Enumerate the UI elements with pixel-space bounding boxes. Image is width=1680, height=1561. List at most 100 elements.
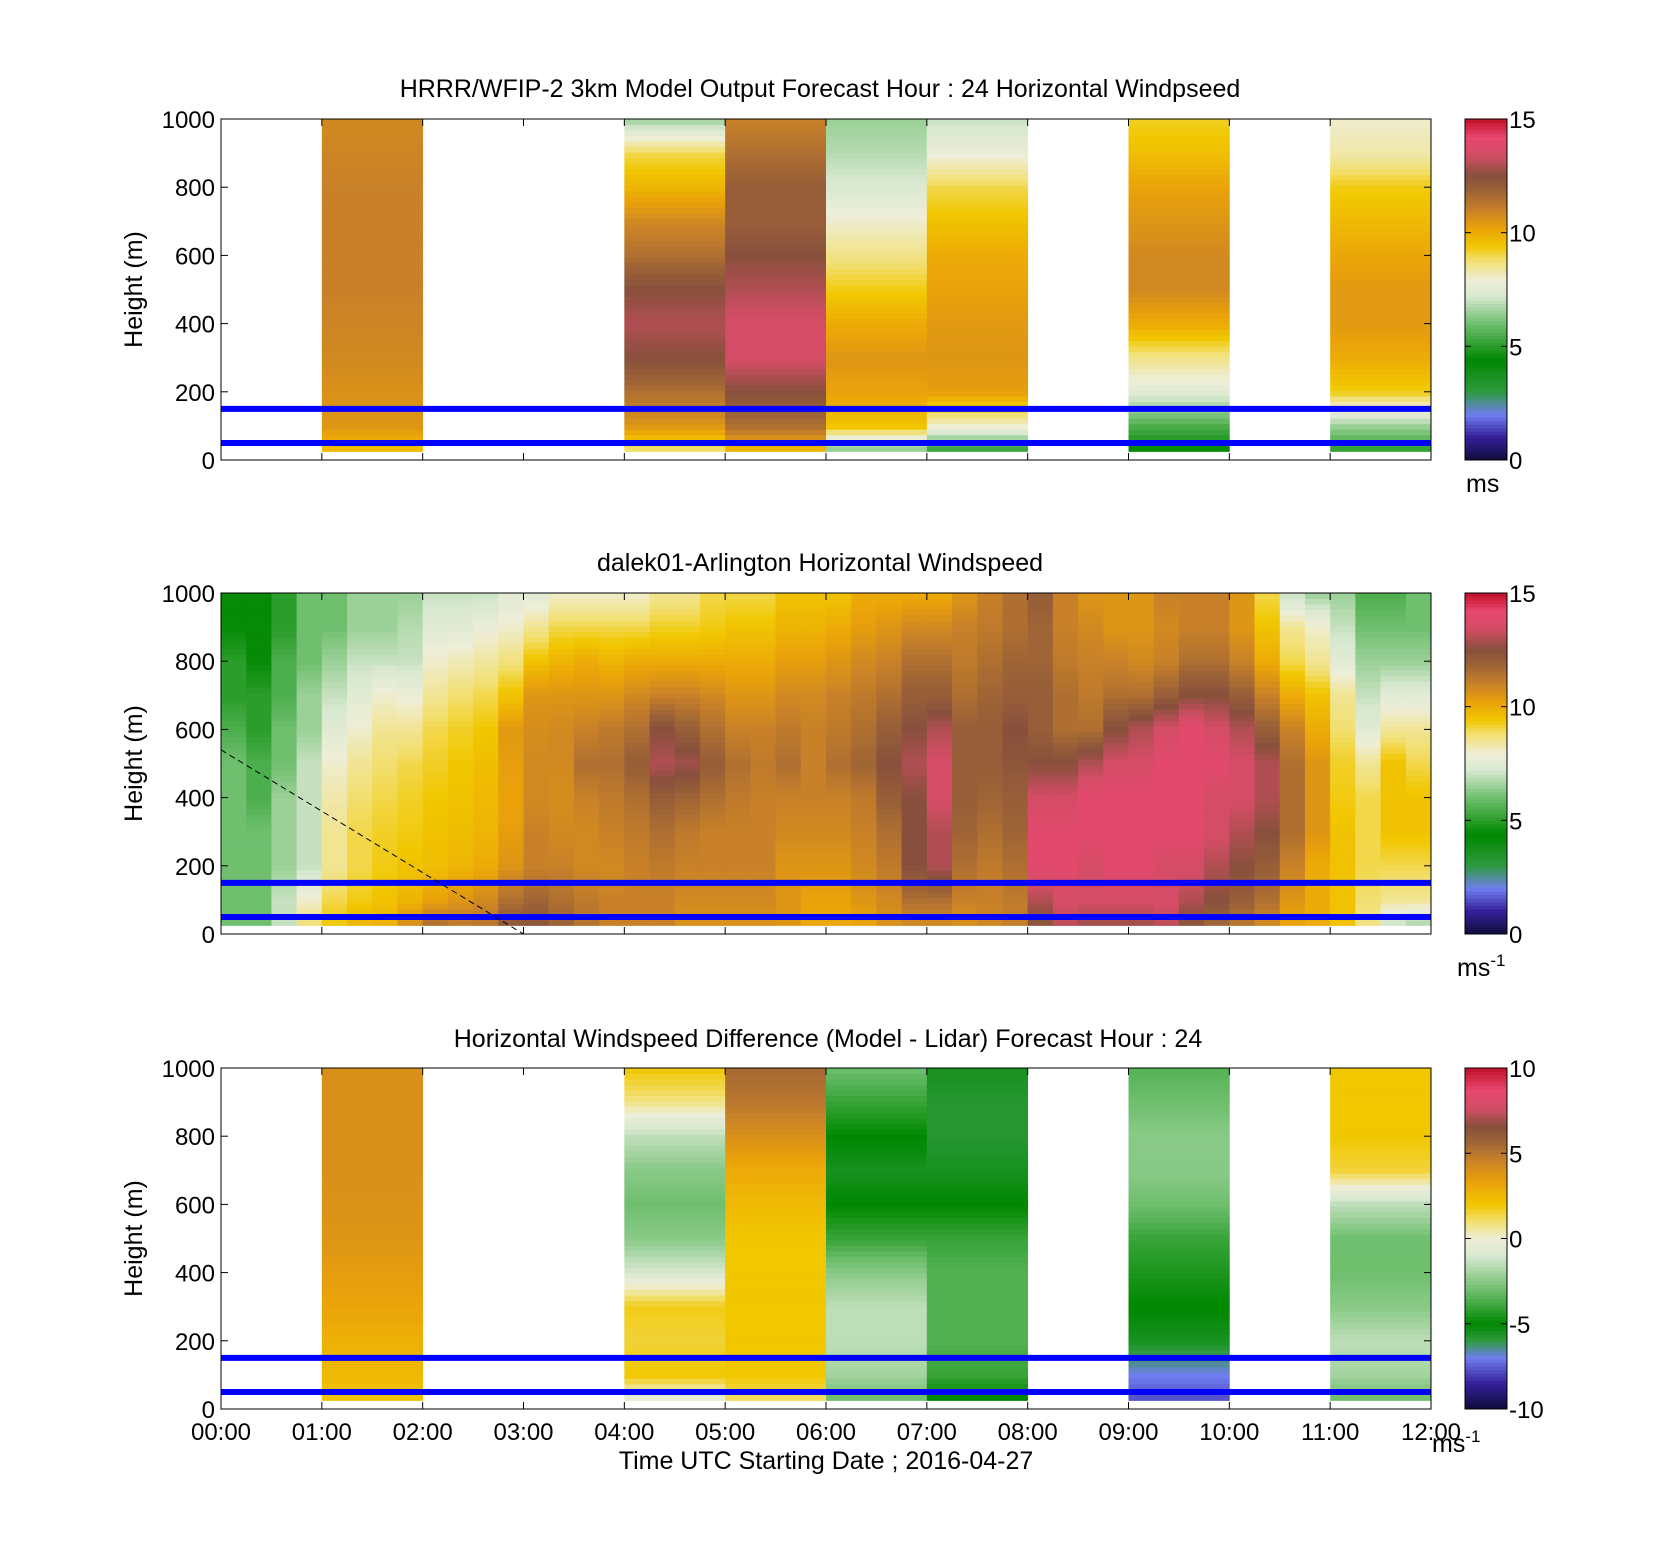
heatmap-cell <box>1052 664 1079 671</box>
heatmap-cell <box>1380 592 1407 599</box>
heatmap-cell <box>851 830 877 838</box>
heatmap-cell <box>1380 659 1407 666</box>
heatmap-cell <box>649 614 676 622</box>
heatmap-cell <box>1405 664 1432 671</box>
heatmap-cell <box>725 140 827 148</box>
heatmap-cell <box>826 395 928 402</box>
heatmap-cell <box>750 620 776 627</box>
heatmap-cell <box>321 1372 424 1379</box>
heatmap-cell <box>775 797 802 804</box>
heatmap-cell <box>447 670 474 677</box>
heatmap-cell <box>624 1239 726 1246</box>
heatmap-cell <box>725 445 827 452</box>
heatmap-cell <box>347 664 373 671</box>
heatmap-cell <box>952 620 978 627</box>
heatmap-cell <box>1052 670 1079 677</box>
heatmap-cell <box>1027 642 1054 649</box>
heatmap-cell <box>599 708 625 716</box>
heatmap-cell <box>1330 257 1432 264</box>
heatmap-cell <box>1355 819 1381 827</box>
heatmap-cell <box>725 1183 827 1191</box>
heatmap-cell <box>926 207 1029 214</box>
heatmap-cell <box>624 257 726 264</box>
heatmap-cell <box>372 614 398 622</box>
heatmap-cell <box>1128 135 1230 142</box>
heatmap-cell <box>1229 797 1255 804</box>
colorbar-swatch <box>1465 844 1507 850</box>
colorbar-swatch <box>1465 759 1507 764</box>
heatmap-cell <box>826 1350 928 1357</box>
heatmap-cell <box>1204 681 1230 688</box>
heatmap-cell <box>296 720 323 727</box>
heatmap-cell <box>321 367 424 375</box>
panel-lidar-colorbar-unit: ms-1 <box>1457 951 1505 982</box>
heatmap-cell <box>901 686 928 694</box>
heatmap-cell <box>321 1195 424 1202</box>
heatmap-cell <box>1153 853 1180 860</box>
heatmap-cell <box>1204 830 1230 838</box>
heatmap-cell <box>1052 908 1079 915</box>
heatmap-cell <box>725 747 751 755</box>
heatmap-cell <box>800 625 827 633</box>
heatmap-cell <box>1330 268 1432 275</box>
heatmap-cell <box>1128 1167 1230 1174</box>
heatmap-cell <box>1330 1294 1432 1302</box>
heatmap-cell <box>1103 670 1129 677</box>
heatmap-cell <box>977 908 1003 915</box>
heatmap-cell <box>1330 445 1432 452</box>
heatmap-cell <box>1002 775 1029 782</box>
heatmap-cell <box>321 1256 424 1263</box>
heatmap-cell <box>826 781 852 788</box>
heatmap-cell <box>523 731 550 738</box>
heatmap-cell <box>725 307 827 314</box>
heatmap-cell <box>397 598 424 605</box>
heatmap-cell <box>1153 714 1180 721</box>
heatmap-cell <box>473 858 499 865</box>
heatmap-cell <box>775 853 802 860</box>
heatmap-cell <box>876 830 903 838</box>
heatmap-cell <box>221 686 247 694</box>
heatmap-cell <box>599 803 625 810</box>
heatmap-cell <box>347 720 373 727</box>
heatmap-cell <box>271 847 298 854</box>
heatmap-cell <box>1304 819 1331 827</box>
heatmap-cell <box>674 841 701 849</box>
heatmap-cell <box>1279 858 1306 865</box>
heatmap-cell <box>473 836 499 843</box>
heatmap-cell <box>952 853 978 860</box>
heatmap-cell <box>1279 614 1306 622</box>
heatmap-cell <box>1128 1272 1230 1279</box>
heatmap-cell <box>1355 714 1381 721</box>
colorbar-swatch <box>1465 207 1507 212</box>
heatmap-cell <box>1027 747 1054 755</box>
heatmap-cell <box>221 681 247 688</box>
heatmap-cell <box>977 797 1003 804</box>
heatmap-cell <box>1330 1328 1432 1335</box>
heatmap-cell <box>725 847 751 854</box>
heatmap-cell <box>725 1300 827 1307</box>
colorbar-swatch <box>1465 773 1507 779</box>
heatmap-cell <box>1330 775 1356 782</box>
heatmap-cell <box>926 775 953 782</box>
heatmap-cell <box>1330 417 1432 425</box>
heatmap-cell <box>1128 367 1230 375</box>
heatmap-cell <box>447 753 474 760</box>
panel-difference-title: Horizontal Windspeed Difference (Model -… <box>454 1025 1203 1053</box>
heatmap-cell <box>1330 334 1432 342</box>
heatmap-cell <box>926 725 953 732</box>
colorbar-swatch <box>1465 246 1507 251</box>
heatmap-cell <box>372 841 398 849</box>
heatmap-cell <box>1178 864 1205 871</box>
heatmap-cell <box>851 708 877 716</box>
heatmap-cell <box>246 681 272 688</box>
heatmap-cell <box>977 864 1003 871</box>
heatmap-cell <box>800 786 827 793</box>
heatmap-cell <box>1254 714 1281 721</box>
heatmap-cell <box>826 1228 928 1235</box>
heatmap-cell <box>1229 814 1255 821</box>
colorbar-swatch <box>1465 717 1507 722</box>
dashed-guide-line <box>220 749 524 935</box>
panel-lidar-reference-lines <box>220 749 1431 935</box>
heatmap-cell <box>321 1278 424 1285</box>
heatmap-cell <box>1002 869 1029 876</box>
